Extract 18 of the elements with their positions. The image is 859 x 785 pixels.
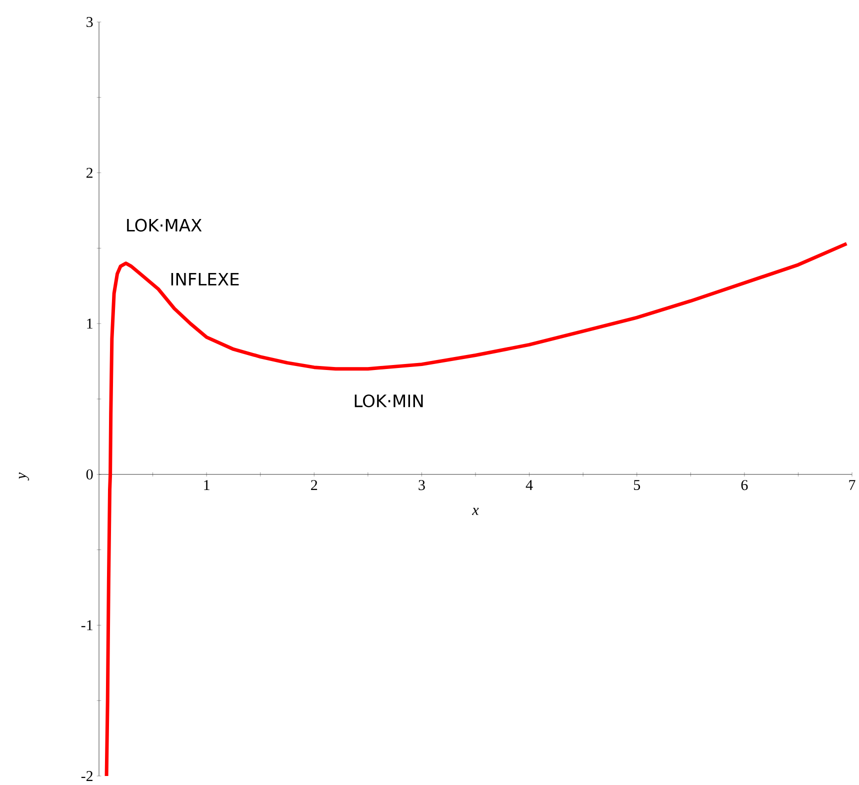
annotation: LOK·MIN xyxy=(354,394,423,408)
y-tick-label: 2 xyxy=(86,168,92,178)
y-tick-label: -2 xyxy=(81,771,92,781)
y-axis-title: y xyxy=(18,472,30,480)
y-tick-label: 1 xyxy=(87,318,92,329)
y-tick-label: -1 xyxy=(81,620,92,630)
x-tick-label: 1 xyxy=(204,480,210,490)
annotation: LOK·MAX xyxy=(127,218,202,232)
x-tick-label: 5 xyxy=(634,480,640,490)
x-axis-title: x xyxy=(472,508,479,515)
annotation: INFLEXE xyxy=(171,272,239,286)
x-tick-label: 3 xyxy=(418,480,425,490)
x-tick-label: 4 xyxy=(526,480,533,490)
x-tick-label: 2 xyxy=(311,480,318,490)
y-tick-label: 0 xyxy=(86,469,93,480)
y-tick-label: 3 xyxy=(86,16,93,28)
x-tick-label: 7 xyxy=(849,480,856,490)
x-tick-label: 6 xyxy=(741,480,748,490)
